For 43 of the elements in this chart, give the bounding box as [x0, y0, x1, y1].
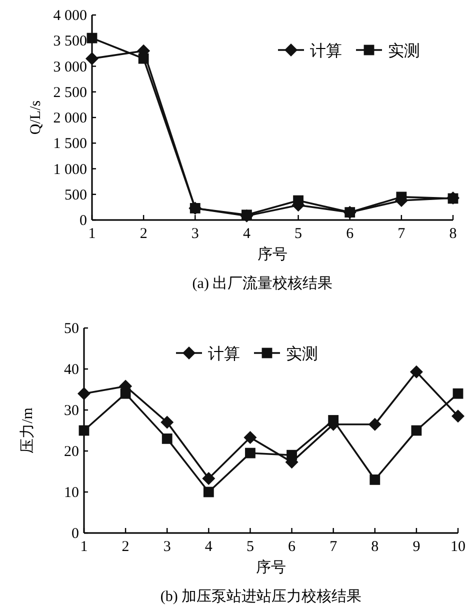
- y-tick-label: 2 000: [53, 110, 87, 126]
- y-tick-label: 10: [64, 485, 79, 501]
- y-tick-label: 4 000: [53, 8, 87, 24]
- legend-label: 计算: [208, 345, 240, 363]
- x-tick-label: 3: [163, 539, 171, 555]
- x-tick-label: 6: [288, 539, 296, 555]
- x-tick-label: 8: [449, 226, 457, 242]
- y-tick-label: 0: [80, 213, 87, 229]
- x-tick-label: 1: [80, 539, 88, 555]
- x-tick-label: 7: [398, 226, 406, 242]
- y-tick-label: 0: [72, 526, 79, 542]
- y-tick-label: 40: [64, 362, 79, 378]
- y-tick-label: 1 000: [53, 162, 87, 178]
- x-tick-label: 2: [122, 539, 130, 555]
- x-tick-label: 6: [346, 226, 354, 242]
- x-tick-label: 10: [450, 539, 466, 555]
- x-tick-label: 2: [140, 226, 148, 242]
- y-tick-label: 1 500: [53, 136, 87, 152]
- x-tick-label: 8: [371, 539, 379, 555]
- y-tick-label: 30: [64, 403, 79, 419]
- x-axis-title: 序号: [258, 246, 288, 263]
- y-tick-label: 500: [64, 187, 87, 204]
- x-tick-label: 4: [242, 226, 251, 242]
- x-tick-label: 4: [204, 539, 213, 555]
- x-tick-label: 9: [412, 539, 420, 555]
- y-tick-label: 20: [64, 444, 79, 460]
- y-tick-label: 3 000: [53, 59, 87, 76]
- y-axis-title: Q/L/s: [28, 100, 44, 135]
- x-tick-label: 5: [246, 539, 254, 555]
- x-tick-label: 1: [88, 226, 96, 242]
- x-tick-label: 7: [330, 539, 338, 555]
- y-axis-title: 压力/m: [19, 407, 36, 454]
- text: (b) 加压泵站进站压力校核结果: [160, 588, 362, 605]
- y-tick-label: 3 500: [53, 34, 87, 50]
- y-tick-label: 2 500: [53, 84, 87, 101]
- x-tick-label: 5: [294, 226, 302, 242]
- x-tick-label: 3: [191, 226, 199, 242]
- text: (a) 出厂流量校核结果: [192, 275, 333, 292]
- legend-label: 实测: [286, 345, 318, 363]
- legend-label: 实测: [388, 42, 420, 60]
- legend-label: 计算: [310, 42, 342, 60]
- y-tick-label: 50: [64, 321, 79, 337]
- x-axis-title: 序号: [256, 559, 286, 576]
